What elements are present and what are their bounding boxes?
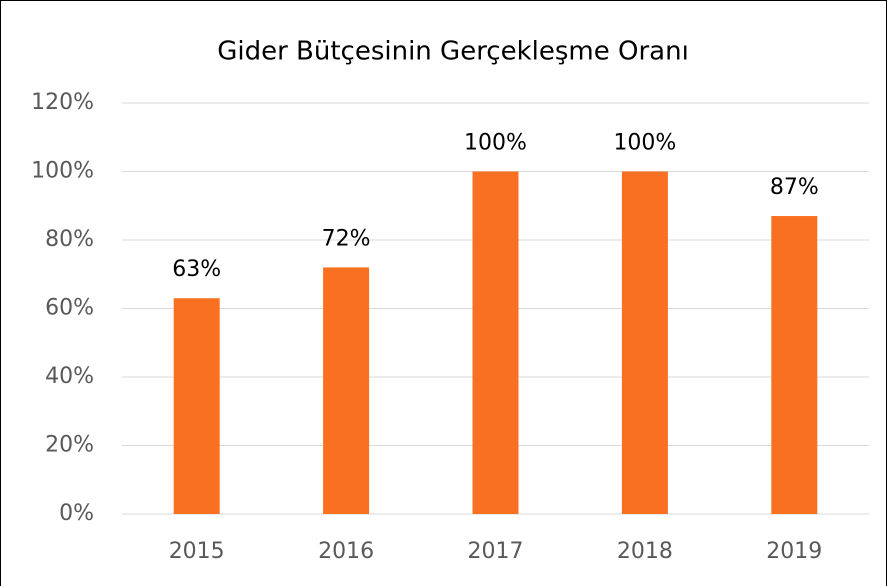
y-tick-label: 120%: [31, 90, 94, 115]
y-tick-label: 60%: [45, 296, 94, 321]
x-tick-label: 2017: [468, 539, 524, 564]
bar: [173, 298, 220, 514]
bar: [621, 171, 668, 514]
x-tick-label: 2015: [169, 539, 225, 564]
x-tick-label: 2018: [617, 539, 673, 564]
bar: [323, 267, 370, 514]
y-tick-label: 20%: [45, 433, 94, 458]
x-tick-label: 2016: [318, 539, 374, 564]
value-label: 100%: [613, 131, 676, 156]
value-label: 87%: [770, 175, 819, 200]
chart-title: Gider Bütçesinin Gerçekleşme Oranı: [217, 37, 689, 67]
value-label: 63%: [172, 257, 221, 282]
y-tick-label: 80%: [45, 227, 94, 252]
y-tick-label: 0%: [59, 501, 94, 526]
x-tick-label: 2019: [766, 539, 822, 564]
value-label: 72%: [322, 226, 371, 251]
y-tick-label: 100%: [31, 159, 94, 184]
y-tick-label: 40%: [45, 364, 94, 389]
bar: [472, 171, 519, 514]
value-label: 100%: [464, 131, 527, 156]
bar: [771, 216, 818, 514]
